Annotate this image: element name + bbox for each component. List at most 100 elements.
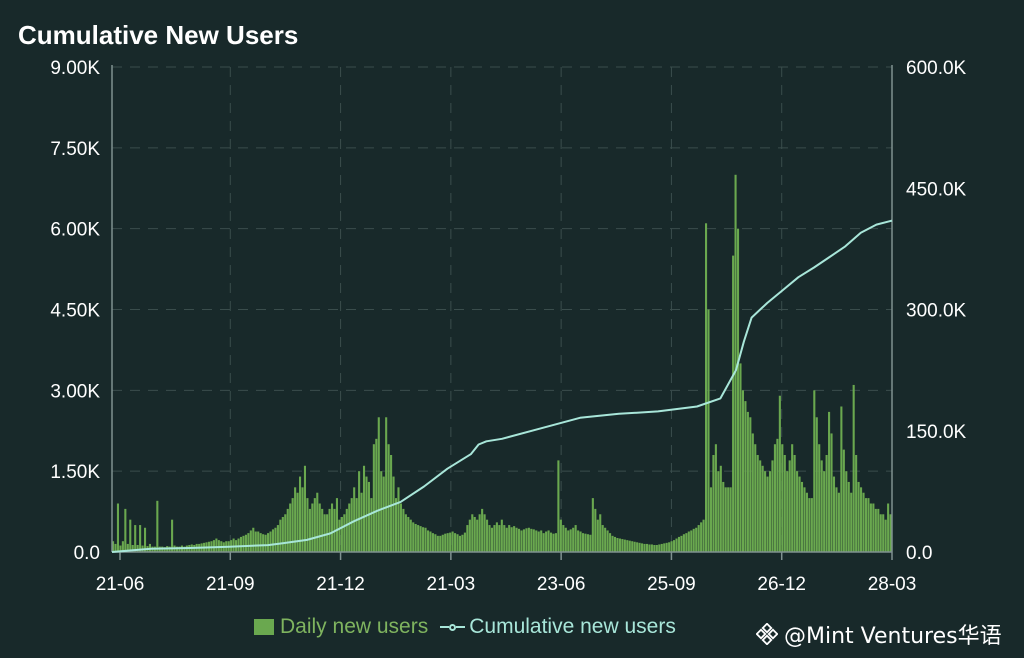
right-axis-tick-label: 150.0K: [906, 422, 967, 443]
daily-bar: [358, 471, 361, 552]
daily-bar: [434, 534, 437, 552]
daily-bar: [461, 534, 464, 552]
daily-bar: [119, 545, 122, 552]
daily-bar: [574, 525, 577, 552]
daily-bar: [535, 530, 538, 552]
daily-bar: [818, 444, 821, 552]
daily-bar: [729, 487, 732, 552]
daily-bar: [247, 533, 250, 552]
daily-bar: [766, 476, 769, 552]
daily-bar: [175, 546, 179, 552]
daily-bar: [286, 508, 289, 552]
daily-bar: [771, 460, 774, 552]
daily-bar: [328, 508, 331, 552]
left-axis-tick-label: 0.0: [74, 543, 100, 564]
daily-bar: [864, 498, 868, 552]
left-axis-tick-label: 3.00K: [50, 381, 100, 402]
daily-bar: [291, 498, 294, 552]
daily-bar: [744, 401, 747, 552]
right-axis-tick-label: 300.0K: [906, 301, 967, 322]
daily-bar: [660, 543, 663, 552]
daily-bar: [823, 471, 826, 552]
daily-bar: [680, 535, 683, 552]
daily-bar: [451, 531, 454, 552]
daily-bar: [414, 523, 417, 552]
daily-bar: [284, 514, 287, 552]
daily-bar: [764, 471, 767, 552]
daily-bar: [510, 527, 513, 552]
daily-bar: [754, 444, 757, 552]
daily-bar: [749, 417, 752, 552]
daily-bar: [446, 533, 449, 552]
daily-bar: [869, 503, 872, 552]
daily-bar: [862, 492, 865, 552]
daily-bar: [503, 525, 506, 552]
daily-bar: [456, 534, 459, 552]
daily-bar: [244, 534, 247, 552]
daily-bar: [638, 542, 641, 552]
daily-bar: [444, 533, 447, 552]
watermark-text: @Mint Ventures华语: [784, 624, 1002, 649]
daily-bar: [367, 481, 370, 552]
daily-bar: [626, 540, 629, 552]
daily-bar: [296, 492, 299, 552]
daily-bar: [301, 487, 304, 552]
daily-bar: [402, 508, 405, 552]
daily-bar: [345, 508, 348, 552]
daily-bar: [537, 531, 540, 552]
daily-bar: [387, 444, 390, 552]
daily-bar: [355, 498, 358, 552]
daily-bar: [525, 528, 528, 552]
daily-bar: [601, 525, 604, 552]
daily-bar: [722, 481, 725, 552]
daily-bar: [613, 536, 617, 552]
daily-bar: [741, 390, 744, 552]
binance-logo-icon: [756, 623, 778, 645]
legend-line-swatch: [440, 623, 466, 631]
daily-bar: [365, 476, 368, 552]
daily-bar: [126, 543, 129, 552]
daily-bar: [267, 533, 270, 552]
daily-bar: [498, 525, 501, 552]
daily-bar: [820, 460, 823, 552]
daily-bar: [527, 527, 530, 552]
daily-bar: [372, 444, 375, 552]
legend: Daily new users Cumulative new users: [254, 615, 676, 639]
daily-bar: [776, 438, 779, 552]
daily-bar: [813, 390, 816, 552]
daily-bar: [815, 417, 818, 552]
daily-bar: [734, 174, 737, 552]
daily-bar: [353, 487, 356, 552]
daily-bar: [581, 533, 585, 552]
daily-bar: [675, 538, 678, 552]
daily-bar: [810, 498, 813, 552]
left-axis-tick-label: 4.50K: [50, 301, 100, 322]
daily-bar: [134, 525, 137, 552]
daily-bar: [645, 543, 649, 552]
daily-bar: [695, 527, 698, 552]
daily-bar: [850, 492, 853, 552]
daily-bar: [495, 522, 498, 552]
x-axis-tick-label: 21-09: [206, 574, 255, 595]
daily-bar: [429, 531, 432, 552]
daily-bar: [791, 444, 794, 552]
x-axis-tick-label: 21-03: [427, 574, 476, 595]
daily-bar: [439, 535, 442, 552]
daily-bar: [338, 519, 341, 552]
left-axis-tick-label: 9.00K: [50, 58, 100, 79]
daily-bar: [252, 527, 255, 552]
daily-bar: [650, 544, 653, 552]
daily-bar: [311, 503, 314, 552]
daily-bar: [599, 514, 602, 552]
daily-bar: [335, 498, 338, 552]
daily-bar: [837, 492, 840, 552]
left-axis-tick-label: 1.50K: [50, 462, 100, 483]
daily-bar: [618, 538, 621, 552]
daily-bar: [835, 487, 838, 552]
daily-bar: [793, 455, 796, 552]
daily-bar: [308, 508, 311, 552]
daily-bar: [340, 516, 343, 552]
daily-bar: [709, 487, 713, 552]
daily-bar: [621, 539, 624, 552]
